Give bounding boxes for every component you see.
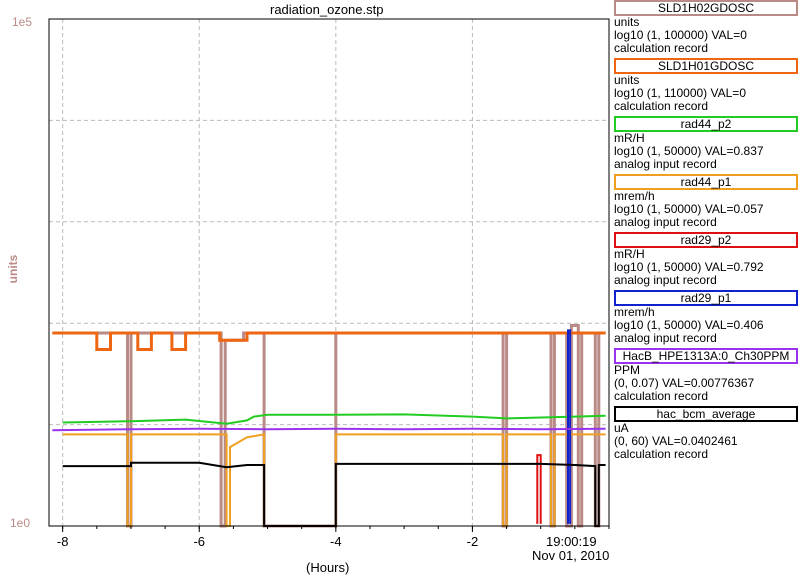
x-tick-label-0: -8 (57, 534, 69, 549)
legend-units: PPM (614, 363, 641, 377)
x-axis-ticks: -8 -6 -4 -2 (57, 526, 610, 549)
legend-range: log10 (1, 50000) VAL=0.837 (614, 144, 764, 158)
legend-entry[interactable]: rad44_p2 mR/H log10 (1, 50000) VAL=0.837 an… (614, 116, 798, 171)
legend-series-name[interactable]: HacB_HPE1313A:0_Ch30PPM (614, 348, 798, 364)
series-traces (52, 324, 606, 528)
legend-series-name[interactable]: hac_bcm_average (614, 406, 798, 422)
series-line-sld1h01gdosc (52, 331, 606, 351)
series-line-hac-bcm-average (62, 461, 606, 527)
x-axis-label: (Hours) (306, 560, 350, 575)
series-line-rad29-p1 (567, 329, 572, 524)
legend-units: mrem/h (614, 189, 655, 203)
legend-record-type: calculation record (614, 447, 709, 461)
series-line-rad29-p2 (536, 454, 542, 524)
legend-entry[interactable]: HacB_HPE1313A:0_Ch30PPM PPM (0, 0.07) VAL=… (614, 348, 798, 403)
legend-series-name[interactable]: rad29_p2 (614, 232, 798, 248)
legend-record-type: analog input record (614, 215, 717, 229)
y-axis-bottom-label: 1e0 (10, 516, 31, 530)
legend-units: units (614, 73, 640, 87)
legend-range: log10 (1, 50000) VAL=0.792 (614, 260, 764, 274)
legend-record-type: analog input record (614, 331, 717, 345)
plot-frame (48, 18, 610, 527)
y-axis-top-label: 1e5 (12, 15, 33, 29)
legend-range: (0, 60) VAL=0.0402461 (614, 434, 738, 448)
grid-lines (49, 19, 609, 526)
legend-range: (0, 0.07) VAL=0.00776367 (614, 376, 755, 390)
legend-units: uA (614, 421, 629, 435)
legend-units: mR/H (614, 247, 645, 261)
legend-record-type: calculation record (614, 41, 709, 55)
legend-series-name[interactable]: SLD1H02GDOSC (614, 0, 798, 16)
legend-series-name[interactable]: rad29_p1 (614, 290, 798, 306)
legend-range: log10 (1, 50000) VAL=0.406 (614, 318, 764, 332)
legend-entry[interactable]: hac_bcm_average uA (0, 60) VAL=0.0402461 ca… (614, 406, 798, 461)
legend-entry[interactable]: SLD1H02GDOSC units log10 (1, 100000) VAL=0… (614, 0, 798, 55)
current-time-label: 19:00:19 (546, 534, 597, 549)
x-tick-label-3: -2 (467, 534, 479, 549)
legend-record-type: analog input record (614, 157, 717, 171)
legend-range: log10 (1, 50000) VAL=0.057 (614, 202, 764, 216)
legend-entry[interactable]: rad29_p1 mrem/h log10 (1, 50000) VAL=0.406… (614, 290, 798, 345)
legend-range: log10 (1, 100000) VAL=0 (614, 28, 747, 42)
legend-record-type: calculation record (614, 389, 709, 403)
legend-entry[interactable]: rad29_p2 mR/H log10 (1, 50000) VAL=0.792 an… (614, 232, 798, 287)
legend-series-name[interactable]: rad44_p2 (614, 116, 798, 132)
current-date-label: Nov 01, 2010 (532, 548, 610, 563)
legend-units: units (614, 15, 640, 29)
series-line-rad44-p2 (62, 413, 606, 425)
chart-title: radiation_ozone.stp (270, 2, 384, 17)
legend-units: mrem/h (614, 305, 655, 319)
legend-entry[interactable]: SLD1H01GDOSC units log10 (1, 110000) VAL=0… (614, 58, 798, 113)
series-line-hacb-hpe1313a-0-ch30ppm (52, 427, 606, 432)
legend-series-name[interactable]: rad44_p1 (614, 174, 798, 190)
legend-range: log10 (1, 110000) VAL=0 (614, 86, 746, 100)
x-tick-label-1: -6 (193, 534, 205, 549)
legend-entry[interactable]: rad44_p1 mrem/h log10 (1, 50000) VAL=0.057… (614, 174, 798, 229)
legend-series-name[interactable]: SLD1H01GDOSC (614, 58, 798, 74)
legend-units: mR/H (614, 131, 645, 145)
legend-panel: SLD1H02GDOSC units log10 (1, 100000) VAL=0… (614, 0, 798, 464)
legend-record-type: analog input record (614, 273, 717, 287)
series-line-sld1h02gdosc (52, 324, 606, 528)
series-line-rad44-p1 (62, 433, 606, 527)
legend-record-type: calculation record (614, 99, 709, 113)
x-tick-label-2: -4 (330, 534, 342, 549)
